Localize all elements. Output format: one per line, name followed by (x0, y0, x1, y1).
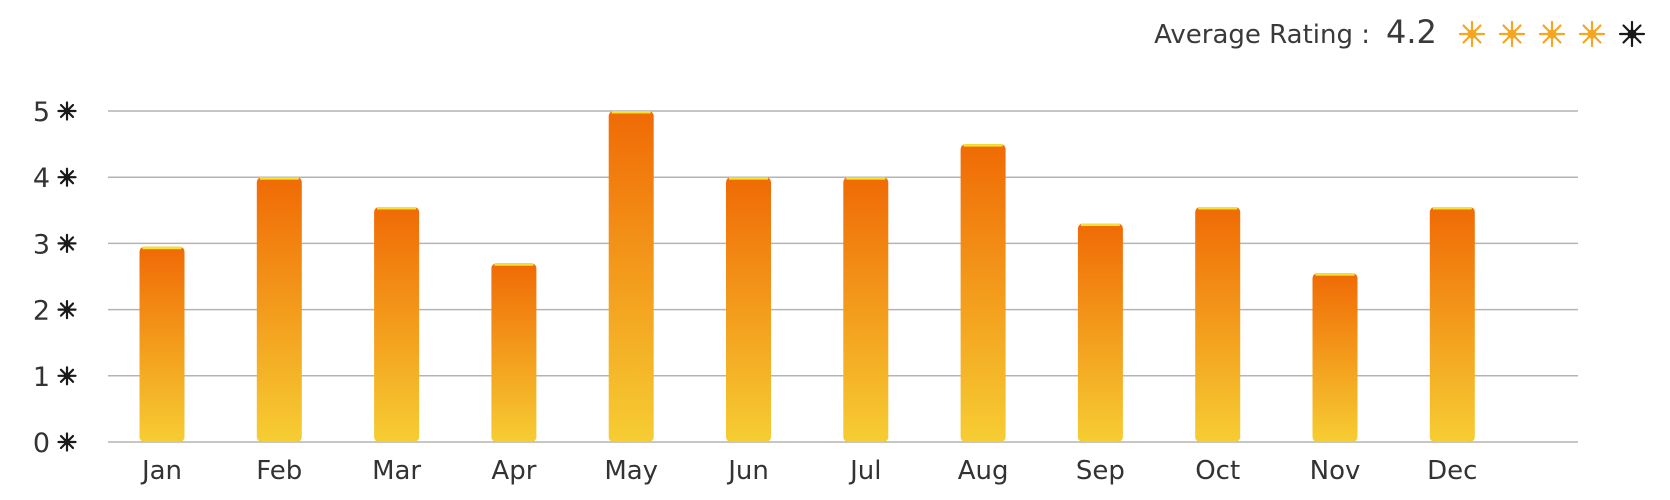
x-tick-label: Aug (958, 456, 1009, 486)
bar-cap (377, 206, 417, 210)
x-tick-label: Nov (1310, 456, 1361, 486)
average-rating-value: 4.2 (1386, 13, 1437, 51)
bar-cap (611, 111, 651, 114)
bar (608, 111, 654, 442)
y-tick-star-icon (57, 300, 77, 320)
y-tick-label: 3 (33, 229, 50, 260)
bar-series (139, 111, 1475, 442)
bar (374, 206, 420, 442)
bar-cap (1432, 206, 1472, 210)
bar (726, 177, 771, 442)
rating-star-filled-icon (1578, 20, 1606, 48)
rating-star-filled-icon (1498, 20, 1526, 48)
bar (1312, 273, 1358, 442)
bar (139, 246, 185, 442)
average-rating: Average Rating : 4.2 (1154, 13, 1646, 51)
y-tick-star-icon (57, 432, 77, 452)
rating-star-filled-icon (1538, 20, 1566, 48)
rating-star-filled-icon (1458, 20, 1486, 48)
x-tick-label: May (604, 456, 658, 486)
x-tick-label: Feb (256, 456, 302, 486)
bar (960, 144, 1006, 442)
x-tick-label: Mar (372, 456, 421, 486)
rating-stars (1458, 20, 1646, 48)
bar (1077, 223, 1123, 442)
y-tick-star-icon (57, 101, 77, 121)
y-tick-star-icon (57, 167, 77, 187)
y-tick-label: 4 (33, 163, 50, 194)
bar-cap (1315, 273, 1355, 276)
bar-cap (1198, 206, 1238, 210)
y-tick-star-icon (57, 233, 77, 253)
bar (1195, 206, 1241, 442)
bar (491, 263, 537, 442)
bar-cap (729, 177, 768, 180)
bar-cap (142, 246, 182, 250)
y-tick-label: 2 (33, 296, 50, 327)
y-tick-label: 1 (33, 362, 50, 393)
x-tick-label: Jun (726, 456, 769, 486)
bar-cap (846, 177, 886, 180)
bar-cap (963, 144, 1003, 147)
bar-cap (259, 177, 299, 180)
average-rating-label: Average Rating : (1154, 20, 1370, 50)
bar (256, 177, 302, 442)
x-tick-label: Sep (1076, 456, 1125, 486)
bar (843, 177, 889, 442)
y-axis: 0 1 2 3 4 5 (33, 97, 77, 459)
bar (1429, 206, 1475, 442)
x-tick-label: Oct (1195, 456, 1240, 486)
bar-cap (1080, 223, 1120, 227)
y-tick-star-icon (57, 366, 77, 386)
bar-cap (494, 263, 534, 266)
y-tick-label: 0 (33, 428, 50, 459)
x-tick-label: Apr (491, 456, 536, 486)
x-tick-label: Jan (140, 456, 182, 486)
x-tick-label: Jul (848, 456, 881, 486)
y-tick-label: 5 (33, 97, 50, 128)
x-axis: Jan Feb Mar Apr May Jun Jul Aug Sep Oct Nov Dec (140, 456, 1478, 486)
rating-star-empty-icon (1618, 20, 1646, 48)
x-tick-label: Dec (1427, 456, 1477, 486)
